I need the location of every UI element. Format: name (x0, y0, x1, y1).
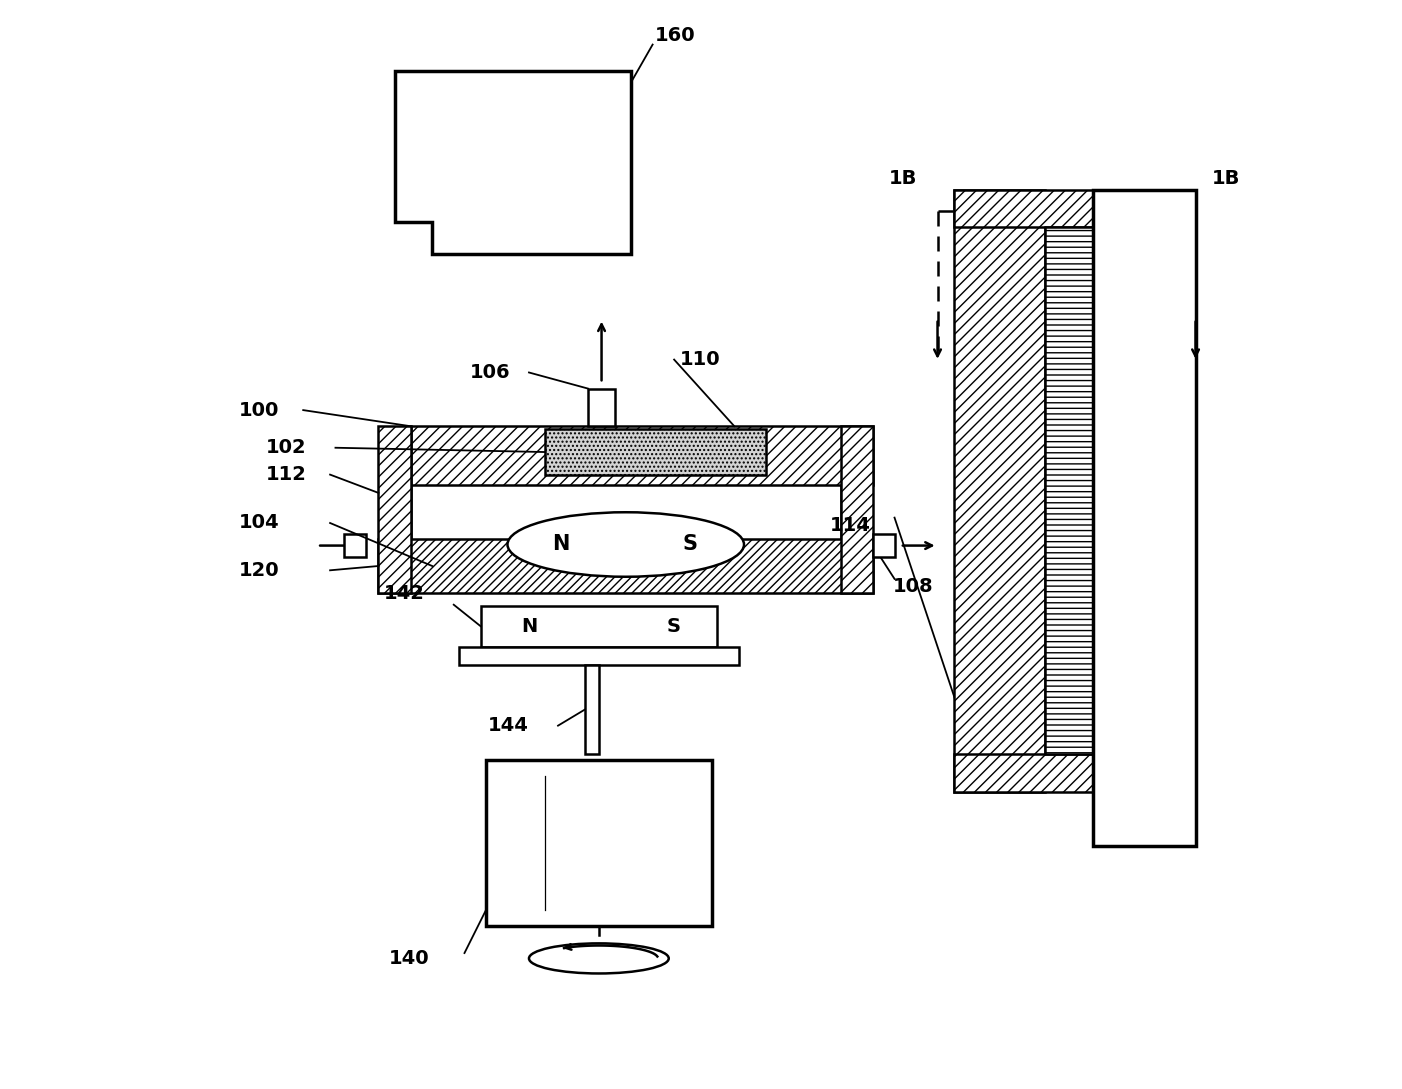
Text: 104: 104 (238, 514, 279, 533)
Bar (585, 665, 599, 755)
Bar (458, 647, 739, 665)
Bar (587, 389, 615, 426)
Bar (486, 759, 712, 926)
Bar (873, 534, 894, 558)
Bar (953, 755, 1094, 792)
Bar (841, 426, 873, 592)
Text: 160: 160 (655, 26, 695, 46)
Polygon shape (394, 72, 631, 254)
Bar (1094, 189, 1196, 845)
Text: 100: 100 (238, 401, 279, 419)
Bar (379, 426, 411, 592)
Text: 140: 140 (390, 949, 430, 968)
Text: N: N (522, 616, 537, 636)
Text: 144: 144 (488, 717, 529, 735)
Bar (1044, 228, 1094, 755)
Text: 1B: 1B (889, 169, 917, 188)
Text: 120: 120 (238, 561, 279, 579)
Text: 108: 108 (892, 577, 932, 596)
Text: S: S (667, 616, 681, 636)
Text: 114: 114 (830, 515, 871, 535)
Text: N: N (552, 535, 571, 554)
Bar (343, 534, 366, 558)
Text: 1B: 1B (1211, 169, 1239, 188)
Bar (411, 426, 873, 486)
Text: 102: 102 (265, 438, 306, 457)
Text: 142: 142 (384, 585, 425, 603)
Text: 110: 110 (680, 350, 721, 369)
Text: 112: 112 (265, 465, 307, 485)
Ellipse shape (529, 943, 669, 974)
Bar (953, 189, 1044, 792)
Bar (481, 605, 718, 647)
Bar (411, 430, 841, 589)
Ellipse shape (508, 512, 744, 577)
Bar (379, 539, 873, 592)
Text: 106: 106 (470, 363, 510, 382)
Bar (545, 429, 765, 475)
Bar (953, 189, 1094, 228)
Text: S: S (683, 535, 698, 554)
